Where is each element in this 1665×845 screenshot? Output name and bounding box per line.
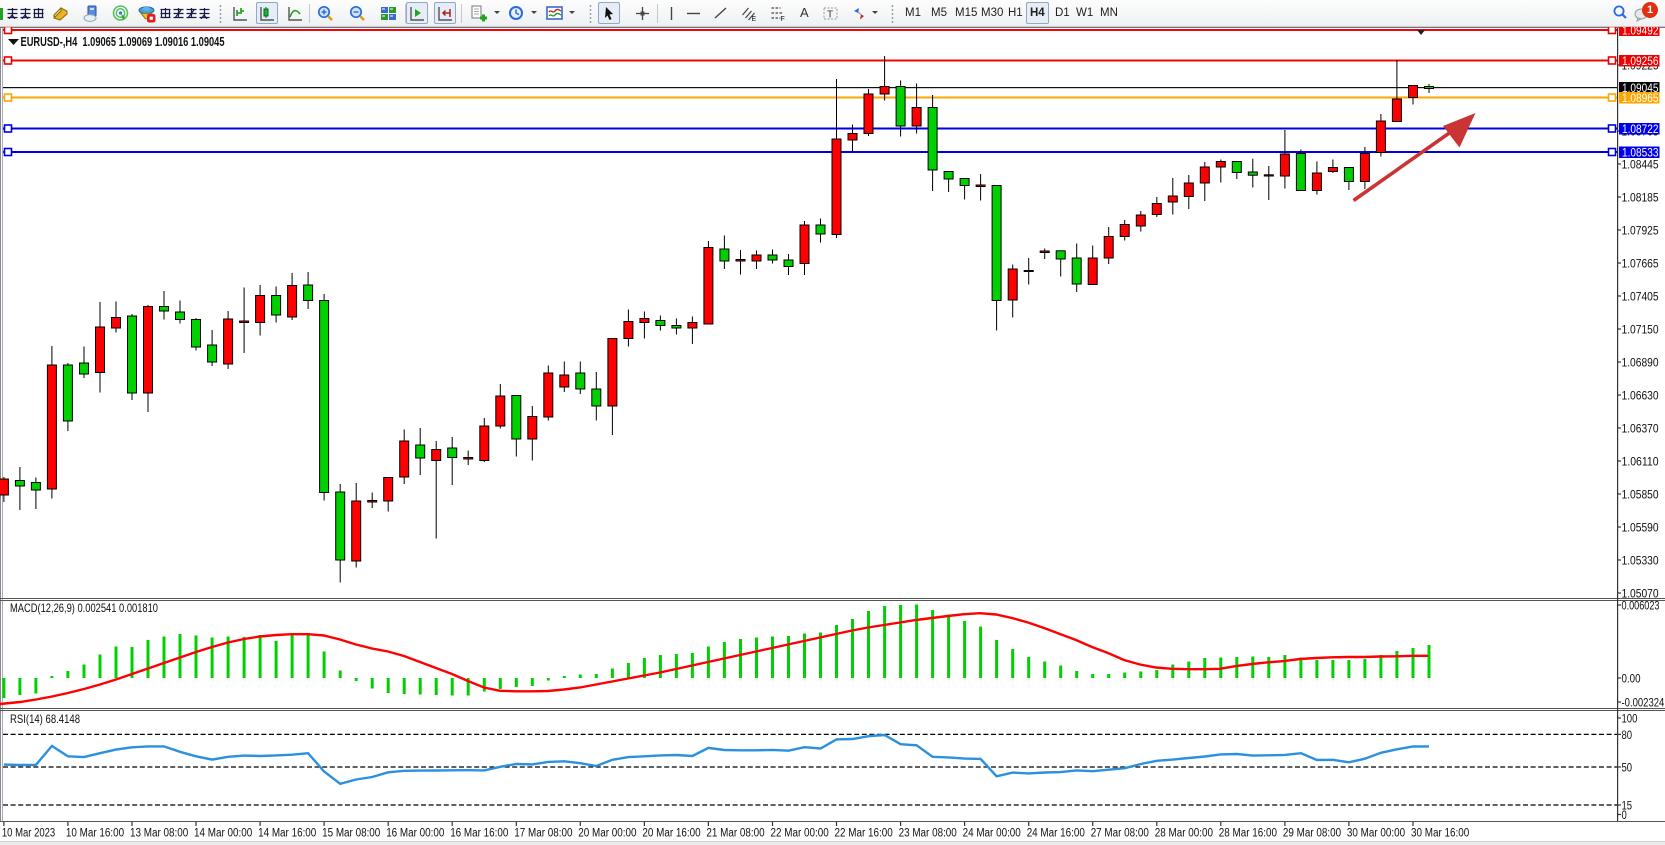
svg-text:28 Mar 00:00: 28 Mar 00:00 <box>1155 828 1213 840</box>
svg-text:10 Mar 16:00: 10 Mar 16:00 <box>66 828 124 840</box>
svg-text:1.08965: 1.08965 <box>1622 91 1659 105</box>
svg-text:F: F <box>781 16 785 22</box>
svg-text:22 Mar 00:00: 22 Mar 00:00 <box>771 828 829 840</box>
svg-text:23 Mar 08:00: 23 Mar 08:00 <box>899 828 957 840</box>
svg-text:14 Mar 16:00: 14 Mar 16:00 <box>258 828 316 840</box>
svg-text:14 Mar 00:00: 14 Mar 00:00 <box>194 828 252 840</box>
svg-text:100: 100 <box>1622 712 1638 726</box>
svg-text:1.07665: 1.07665 <box>1622 257 1659 271</box>
svg-text:1.09492: 1.09492 <box>1622 24 1659 38</box>
svg-text:29 Mar 08:00: 29 Mar 08:00 <box>1283 828 1341 840</box>
svg-text:E: E <box>752 16 757 22</box>
svg-text:0: 0 <box>1622 808 1628 822</box>
svg-text:1.06630: 1.06630 <box>1622 389 1659 403</box>
svg-text:16 Mar 00:00: 16 Mar 00:00 <box>386 828 444 840</box>
svg-text:1.05590: 1.05590 <box>1622 521 1659 535</box>
svg-text:1.05330: 1.05330 <box>1622 554 1659 568</box>
svg-text:24 Mar 16:00: 24 Mar 16:00 <box>1027 828 1085 840</box>
svg-text:21 Mar 08:00: 21 Mar 08:00 <box>706 828 764 840</box>
svg-text:30 Mar 00:00: 30 Mar 00:00 <box>1347 828 1405 840</box>
svg-text:30 Mar 16:00: 30 Mar 16:00 <box>1411 828 1469 840</box>
svg-text:-0.002324: -0.002324 <box>1622 696 1665 710</box>
svg-text:MACD(12,26,9) 0.002541 0.00181: MACD(12,26,9) 0.002541 0.001810 <box>10 601 158 615</box>
svg-text:1.08445: 1.08445 <box>1622 158 1659 172</box>
svg-text:0.00: 0.00 <box>1622 672 1641 686</box>
svg-text:1.08722: 1.08722 <box>1622 122 1659 136</box>
svg-text:22 Mar 16:00: 22 Mar 16:00 <box>835 828 893 840</box>
svg-text:15: 15 <box>1622 799 1633 813</box>
svg-text:16 Mar 16:00: 16 Mar 16:00 <box>450 828 508 840</box>
svg-text:80: 80 <box>1622 728 1633 742</box>
svg-text:13 Mar 08:00: 13 Mar 08:00 <box>130 828 188 840</box>
svg-text:1.06890: 1.06890 <box>1622 356 1659 370</box>
svg-text:1.08533: 1.08533 <box>1622 146 1659 160</box>
svg-text:1.07925: 1.07925 <box>1622 224 1659 238</box>
svg-text:20 Mar 00:00: 20 Mar 00:00 <box>578 828 636 840</box>
svg-text:1.05070: 1.05070 <box>1622 587 1659 601</box>
svg-text:RSI(14) 68.4148: RSI(14) 68.4148 <box>10 712 80 726</box>
svg-text:15 Mar 08:00: 15 Mar 08:00 <box>322 828 380 840</box>
svg-text:10 Mar 2023: 10 Mar 2023 <box>2 828 55 840</box>
svg-text:28 Mar 16:00: 28 Mar 16:00 <box>1219 828 1277 840</box>
svg-text:1.07405: 1.07405 <box>1622 290 1659 304</box>
svg-text:24 Mar 00:00: 24 Mar 00:00 <box>963 828 1021 840</box>
svg-text:1.09256: 1.09256 <box>1622 54 1659 68</box>
svg-text:T: T <box>827 10 833 21</box>
svg-text:EURUSD-,H4 1.09065 1.09069 1.: EURUSD-,H4 1.09065 1.09069 1.09016 1.090… <box>21 34 225 49</box>
svg-text:1.06110: 1.06110 <box>1622 455 1659 469</box>
svg-text:1.09045: 1.09045 <box>1622 81 1659 95</box>
svg-text:20 Mar 16:00: 20 Mar 16:00 <box>642 828 700 840</box>
svg-text:17 Mar 08:00: 17 Mar 08:00 <box>514 828 572 840</box>
svg-text:27 Mar 08:00: 27 Mar 08:00 <box>1091 828 1149 840</box>
svg-text:1.06370: 1.06370 <box>1622 422 1659 436</box>
svg-text:0.006023: 0.006023 <box>1622 599 1660 613</box>
svg-text:1.07150: 1.07150 <box>1622 323 1659 337</box>
svg-text:1.08185: 1.08185 <box>1622 191 1659 205</box>
svg-text:1.05850: 1.05850 <box>1622 488 1659 502</box>
svg-text:50: 50 <box>1622 761 1633 775</box>
